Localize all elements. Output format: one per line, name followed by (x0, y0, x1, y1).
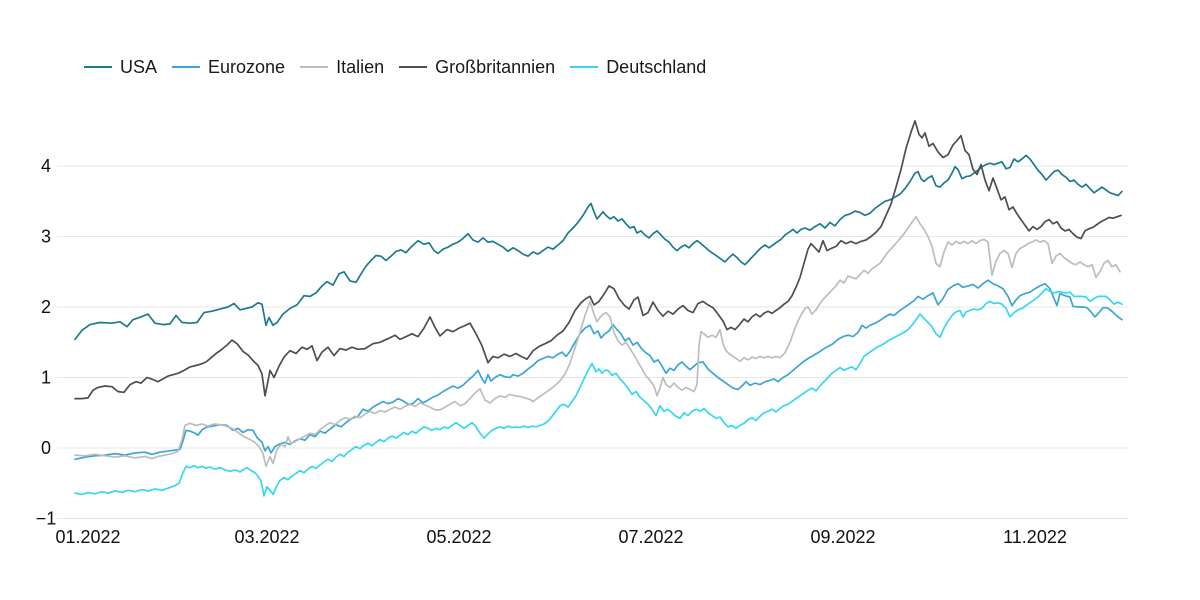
x-tick-label: 09.2022 (810, 527, 875, 547)
x-tick-label: 07.2022 (618, 527, 683, 547)
y-tick-label: −1 (36, 509, 57, 529)
legend-label-deutschland: Deutschland (606, 57, 707, 77)
legend-item-grossbritannien: Großbritannien (399, 56, 555, 78)
y-tick-label: 1 (41, 368, 51, 388)
gridlines (57, 165, 1128, 519)
series-line-usa (74, 154, 1123, 341)
y-tick-label: 4 (41, 156, 51, 176)
x-tick-label: 11.2022 (1003, 527, 1067, 547)
series-lines (74, 120, 1123, 497)
legend-label-usa: USA (120, 57, 158, 77)
series-line-italien (74, 215, 1121, 468)
legend-swatch-italien (300, 66, 329, 68)
legend-label-italien: Italien (336, 57, 385, 77)
series-line-deutschland (74, 287, 1123, 497)
legend-swatch-usa (84, 66, 112, 68)
legend-item-italien: Italien (300, 56, 384, 78)
y-tick-label: 0 (41, 438, 51, 458)
y-tick-label: 3 (41, 227, 51, 247)
y-tick-label: 2 (41, 297, 51, 317)
legend-swatch-deutschland (570, 66, 599, 68)
x-tick-label: 05.2022 (426, 527, 491, 547)
chart-legend: USA Eurozone Italien Großbritannien Deut… (84, 56, 706, 78)
legend-swatch-grossbritannien (399, 66, 428, 68)
legend-swatch-eurozone (172, 66, 201, 68)
x-tick-label: 03.2022 (234, 527, 299, 547)
legend-item-eurozone: Eurozone (172, 56, 285, 78)
legend-item-usa: USA (84, 56, 157, 78)
x-tick-label: 01.2022 (55, 527, 120, 547)
legend-label-eurozone: Eurozone (208, 57, 286, 77)
legend-item-deutschland: Deutschland (570, 56, 706, 78)
x-axis-labels: 01.2022 03.2022 05.2022 07.2022 09.2022 11.20… (55, 527, 1066, 547)
y-axis-labels: −1 0 1 2 3 4 (36, 156, 57, 529)
legend-label-grossbritannien: Großbritannien (435, 57, 556, 77)
series-line-grossbritannien (74, 120, 1122, 400)
